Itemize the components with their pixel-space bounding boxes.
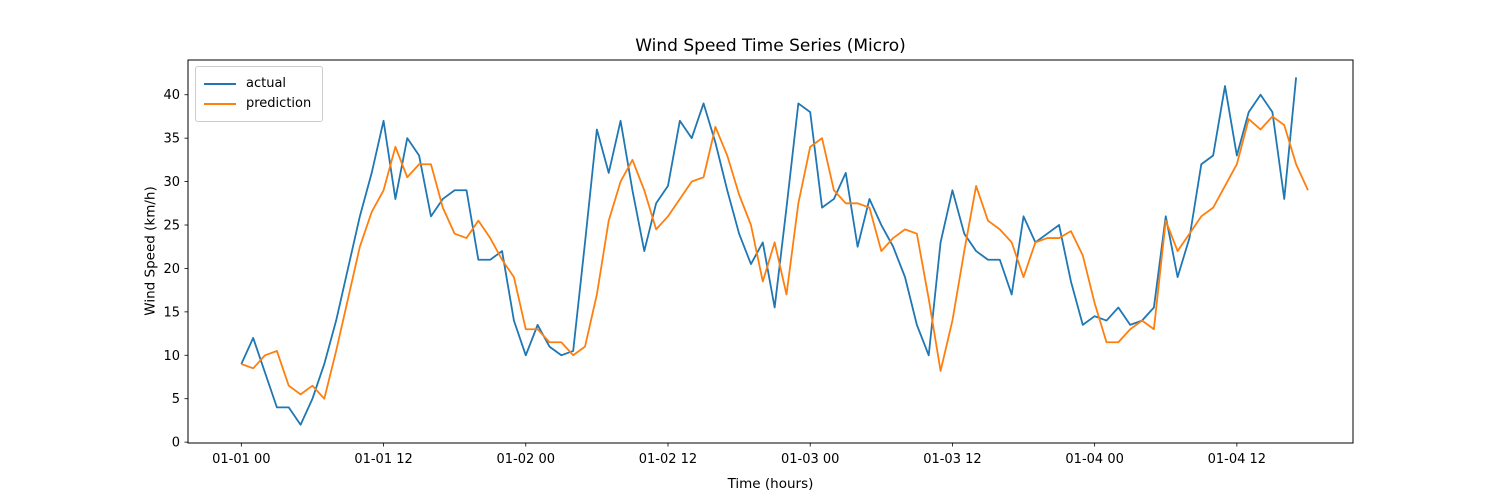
plot-border — [187, 59, 1354, 444]
x-tick-label: 01-04 12 — [1208, 452, 1266, 467]
y-tick-label: 35 — [163, 132, 180, 147]
y-tick-label: 10 — [163, 349, 180, 364]
x-tick-label: 01-02 12 — [639, 452, 697, 467]
y-tick-label: 15 — [163, 305, 180, 320]
prediction-line — [241, 115, 1309, 400]
y-tick-label: 30 — [163, 175, 180, 190]
legend-label-actual: actual — [246, 76, 287, 91]
x-tick-label: 01-01 00 — [212, 452, 270, 467]
prediction-line-sample-icon — [204, 102, 236, 106]
x-tick-label: 01-03 00 — [781, 452, 839, 467]
legend-entry-prediction: prediction — [204, 94, 311, 114]
y-tick-label: 25 — [163, 219, 180, 234]
x-tick-label: 01-02 00 — [497, 452, 555, 467]
legend-entry-actual: actual — [204, 74, 311, 94]
y-tick-label: 40 — [163, 88, 180, 103]
chart-title: Wind Speed Time Series (Micro) — [635, 36, 906, 56]
legend-label-prediction: prediction — [246, 96, 312, 111]
actual-line-sample-icon — [204, 82, 236, 86]
x-tick-label: 01-01 12 — [354, 452, 412, 467]
legend: actual prediction — [195, 66, 324, 122]
x-tick-label: 01-03 12 — [923, 452, 981, 467]
y-tick-label: 0 — [172, 436, 180, 451]
x-tick-label: 01-04 00 — [1065, 452, 1123, 467]
y-axis-label: Wind Speed (km/h) — [142, 186, 159, 316]
y-tick-label: 20 — [163, 262, 180, 277]
y-tick-label: 5 — [172, 392, 180, 407]
actual-line — [240, 77, 1298, 426]
x-axis-label: Time (hours) — [727, 476, 814, 492]
